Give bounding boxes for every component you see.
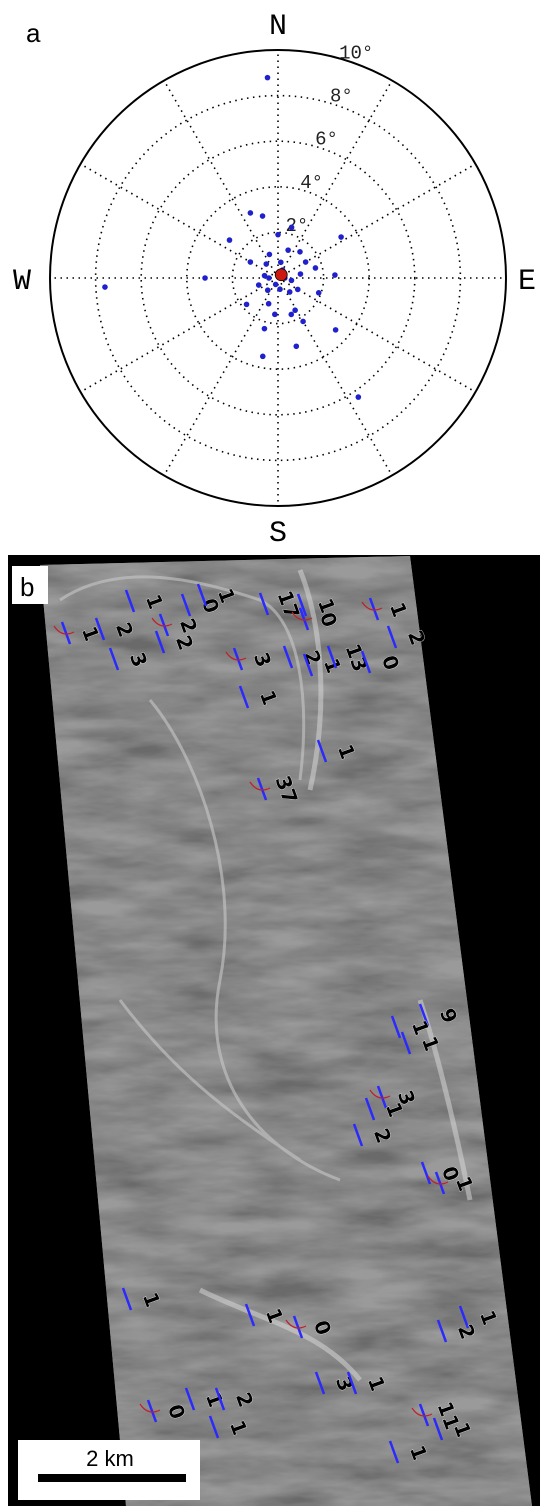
ring-label: 2° xyxy=(285,215,308,237)
data-point xyxy=(289,278,295,284)
scale-bar xyxy=(38,1474,186,1482)
data-point xyxy=(289,225,295,231)
data-point xyxy=(293,343,299,349)
data-point xyxy=(262,326,268,332)
data-point xyxy=(303,259,309,265)
data-point xyxy=(338,234,344,240)
data-point xyxy=(288,312,294,318)
data-point xyxy=(295,287,301,293)
data-point xyxy=(266,301,272,307)
radial-grid xyxy=(278,278,475,392)
data-point xyxy=(260,213,266,219)
radial-grid xyxy=(164,278,278,475)
data-point xyxy=(260,354,266,360)
data-point xyxy=(287,289,293,295)
data-point xyxy=(356,394,362,400)
data-point xyxy=(278,259,284,265)
direction-label: N xyxy=(269,10,287,44)
data-point xyxy=(285,247,291,253)
panel-a: a 2° 4° 6° 8° 10° N S E W xyxy=(13,10,536,551)
radial-grid xyxy=(81,278,278,392)
ring-label: 8° xyxy=(330,86,353,108)
panel-label: b xyxy=(20,572,34,602)
page: {"chart_data":{"type":"polar-scatter","l… xyxy=(0,0,540,1506)
data-point xyxy=(277,286,283,292)
data-point xyxy=(202,275,208,281)
data-point xyxy=(292,307,298,313)
direction-label: W xyxy=(13,265,31,299)
radial-grid xyxy=(278,81,392,278)
ring-label: 6° xyxy=(315,129,338,151)
ring-label: 10° xyxy=(339,42,373,64)
direction-label: S xyxy=(269,517,287,551)
data-point xyxy=(273,282,279,288)
panel-label: a xyxy=(26,18,41,48)
data-point xyxy=(265,287,271,293)
data-point xyxy=(256,282,262,288)
ring-label: 4° xyxy=(300,172,323,194)
data-point xyxy=(313,265,319,271)
data-point xyxy=(272,312,278,318)
scale-bar-label: 2 km xyxy=(86,1446,134,1471)
data-point xyxy=(316,290,322,296)
data-point xyxy=(275,232,281,238)
data-point xyxy=(263,261,269,267)
data-point xyxy=(297,249,303,255)
data-point xyxy=(227,237,233,243)
data-point xyxy=(248,210,254,216)
data-point xyxy=(332,272,338,278)
data-point xyxy=(244,302,250,308)
data-point xyxy=(298,271,304,277)
data-point xyxy=(333,327,339,333)
data-point xyxy=(102,284,108,290)
radial-grid xyxy=(164,81,278,278)
data-point xyxy=(266,275,272,281)
data-point xyxy=(275,269,287,281)
data-point xyxy=(265,75,271,81)
direction-label: E xyxy=(518,265,536,299)
data-point xyxy=(267,252,273,258)
data-point xyxy=(248,259,254,265)
figure: a 2°4°6°8°10°NSEW b 2 km 123120123117102… xyxy=(0,0,540,1506)
data-point xyxy=(300,319,306,325)
